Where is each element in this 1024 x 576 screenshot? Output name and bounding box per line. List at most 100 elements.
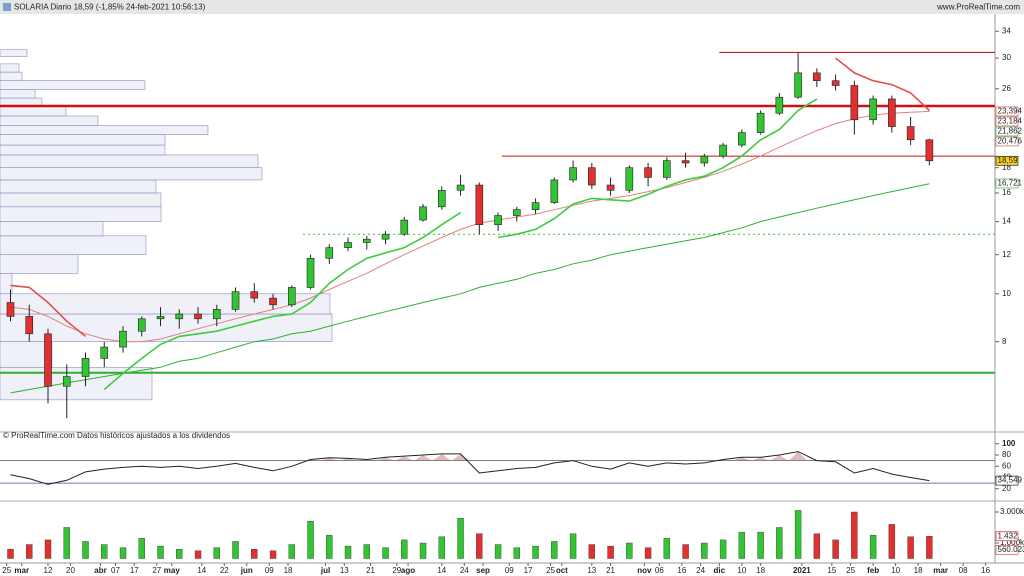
- candle-body: [850, 85, 859, 121]
- volume-bar: [513, 547, 521, 559]
- x-tick-label: 21: [606, 566, 615, 575]
- volume-profile-bar: [0, 154, 259, 168]
- volume-profile-bar: [0, 254, 79, 274]
- x-tick-label: 17: [130, 566, 139, 575]
- y-tick-label: 20: [1002, 484, 1011, 493]
- value-badge-label: 560.023: [998, 545, 1024, 554]
- volume-profile-bar: [0, 167, 263, 181]
- x-tick-label: 16: [677, 566, 686, 575]
- x-tick-label: mar: [14, 566, 29, 575]
- volume-bar: [494, 544, 502, 559]
- volume-profile-bar: [0, 221, 104, 237]
- volume-bar: [119, 547, 127, 559]
- volume-bar: [176, 548, 183, 559]
- volume-bar: [438, 536, 446, 559]
- value-badge-label: 20,476: [998, 137, 1023, 146]
- volume-bar: [663, 538, 671, 559]
- volume-bar: [794, 510, 802, 559]
- volume-profile-bar: [0, 63, 20, 73]
- candle-body: [869, 98, 877, 121]
- y-tick-label: 60: [1002, 461, 1011, 470]
- x-tick-label: oct: [556, 566, 568, 575]
- volume-bar: [26, 544, 33, 559]
- candle-body: [531, 202, 540, 210]
- volume-bar: [44, 539, 52, 559]
- x-tick-label: 14: [197, 566, 206, 575]
- volume-profile-bar: [0, 89, 36, 99]
- candle-body: [625, 167, 634, 191]
- candle-body: [6, 302, 15, 317]
- volume-bar: [157, 545, 164, 559]
- x-tick-label: 06: [655, 566, 664, 575]
- indicator-line: [10, 57, 930, 338]
- candle-body: [756, 112, 765, 133]
- rsi-overbought-fill: [301, 451, 808, 461]
- candle-body: [906, 126, 915, 141]
- candle-body: [831, 80, 840, 86]
- x-tick-label: 24: [460, 566, 469, 575]
- source-link[interactable]: www.ProRealTime.com: [936, 3, 1020, 12]
- volume-bar: [626, 542, 633, 559]
- x-tick-label: ago: [401, 566, 415, 575]
- x-tick-label: feb: [867, 566, 879, 575]
- candle-body: [925, 139, 934, 162]
- candle-body: [306, 257, 315, 288]
- x-tick-label: 20: [66, 566, 75, 575]
- y-tick-label: 10: [1002, 289, 1011, 298]
- volume-bar: [363, 544, 370, 559]
- value-badge-label: 21,862: [998, 127, 1023, 136]
- candle-body: [681, 160, 690, 164]
- volume-bar: [532, 545, 539, 559]
- candle-body: [325, 247, 334, 259]
- volume-bar: [569, 533, 577, 559]
- indicator-line: [103, 98, 818, 391]
- value-badge: [995, 116, 1019, 127]
- volume-profile-bar: [0, 293, 331, 315]
- volume-profile-bar: [0, 192, 162, 208]
- volume-profile-bar: [0, 235, 147, 255]
- x-tick-label: 22: [220, 566, 229, 575]
- value-badge-label: 18,59: [998, 156, 1019, 165]
- indicator-line: [10, 183, 930, 394]
- volume-profile-bar: [0, 105, 67, 117]
- x-tick-label: 09: [505, 566, 514, 575]
- candle-body: [100, 346, 109, 359]
- y-tick-label: 12: [1002, 250, 1011, 259]
- volume-bar: [813, 533, 821, 559]
- volume-profile-bar: [0, 206, 162, 222]
- x-tick-label: 27: [152, 566, 161, 575]
- candle-body: [569, 167, 577, 181]
- x-tick-label: 08: [959, 566, 968, 575]
- candle-body: [419, 206, 427, 221]
- y-tick-label: 34: [1002, 26, 1011, 35]
- volume-bar: [251, 548, 258, 559]
- volume-bar: [869, 535, 877, 559]
- candle-body: [438, 189, 446, 208]
- x-tick-label: 25: [2, 566, 11, 575]
- candle-body: [156, 316, 165, 320]
- candle-body: [231, 291, 240, 310]
- candle-body: [775, 96, 784, 114]
- volume-profile-bar: [0, 144, 166, 156]
- volume-bar: [888, 524, 896, 559]
- x-tick-label: sep: [476, 566, 490, 575]
- candle-body: [700, 155, 709, 164]
- candle-body: [119, 330, 127, 348]
- volume-bar: [926, 536, 933, 559]
- volume-bar: [719, 539, 727, 559]
- x-tick-label: jul: [320, 566, 330, 575]
- app-icon: [3, 3, 11, 11]
- volume-bar: [63, 527, 70, 559]
- y-tick-label: 18: [1002, 163, 1011, 172]
- x-tick-label: 24: [696, 566, 705, 575]
- candle-body: [81, 358, 90, 377]
- volume-bar: [288, 544, 295, 559]
- volume-bar: [457, 517, 464, 559]
- candle-body: [362, 238, 371, 243]
- x-tick-label: 10: [891, 566, 900, 575]
- value-badge: [995, 136, 1019, 147]
- x-tick-label: 15: [827, 566, 836, 575]
- volume-bar: [644, 547, 652, 559]
- y-tick-label: 8: [1002, 337, 1007, 346]
- candle-body: [606, 184, 615, 191]
